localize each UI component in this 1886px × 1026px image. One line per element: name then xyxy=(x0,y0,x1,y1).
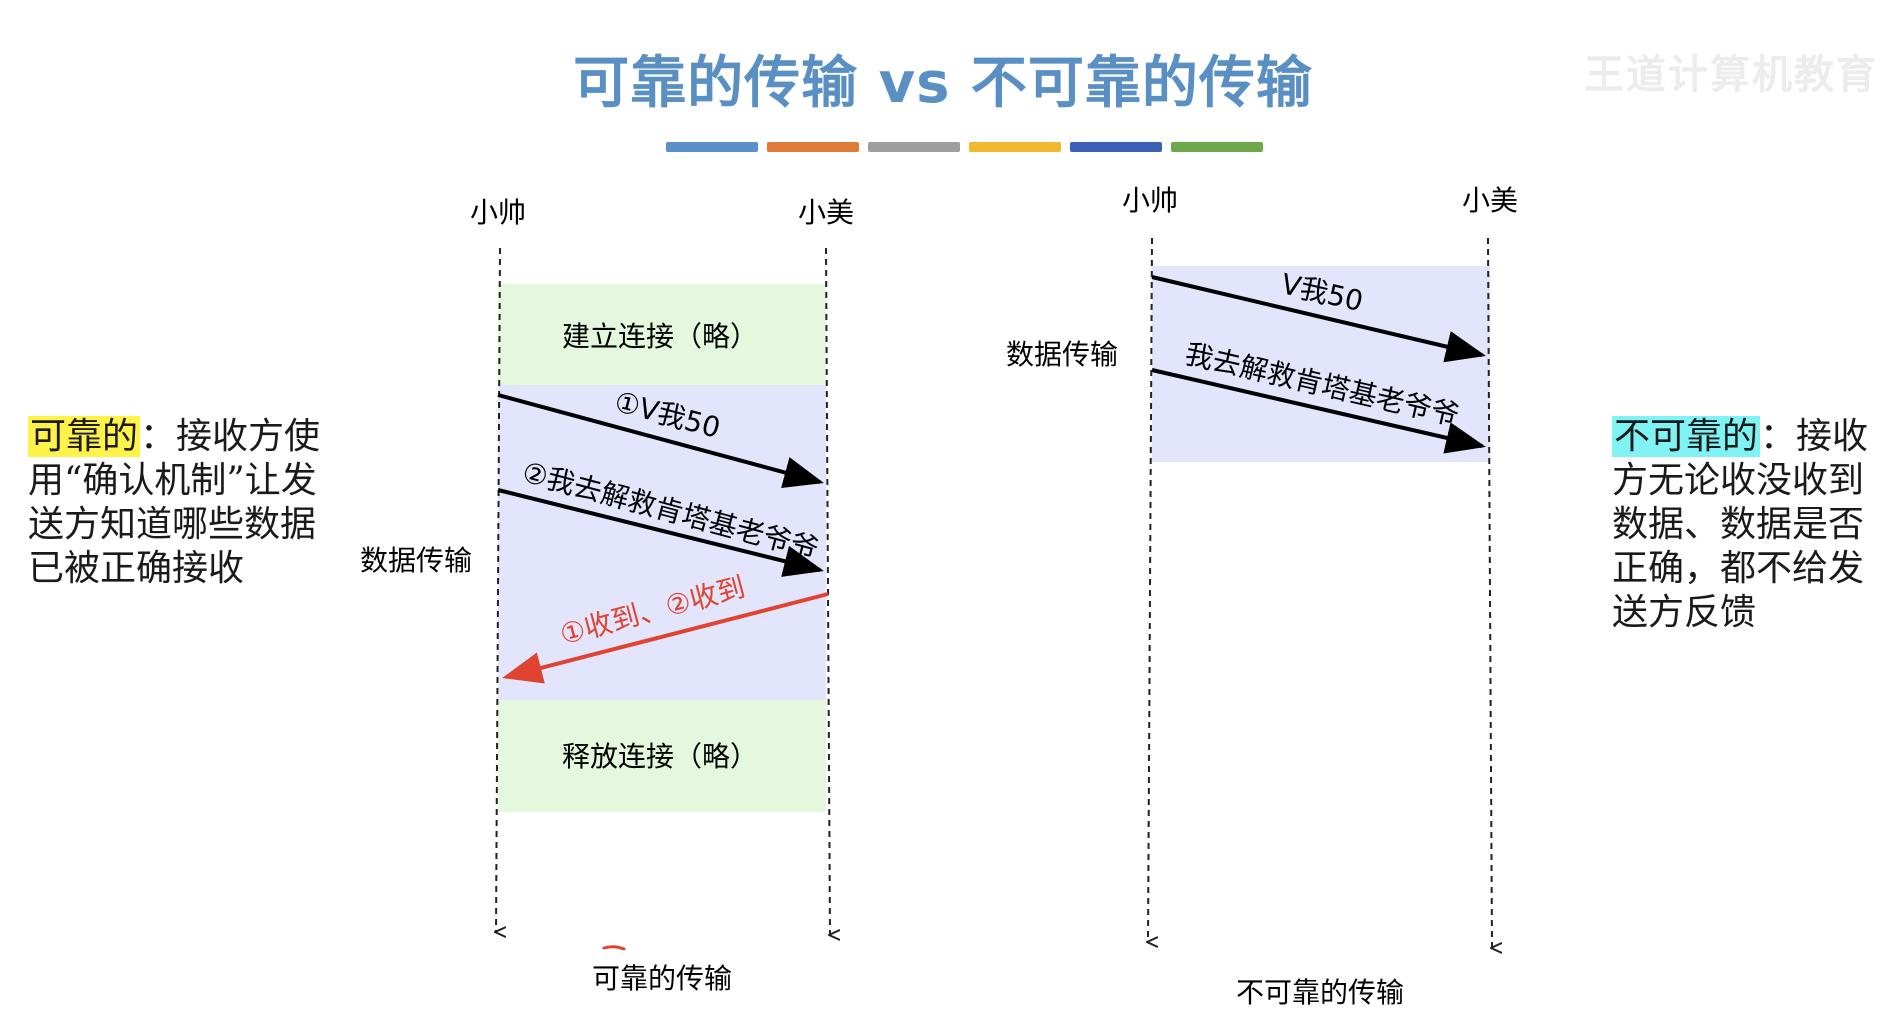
color-stripe-1 xyxy=(666,142,758,152)
color-stripe-6 xyxy=(1171,142,1263,152)
sender-lifeline xyxy=(496,247,500,932)
connect-phase-box xyxy=(498,284,826,385)
unreliable-receiver-label: 小美 xyxy=(1462,184,1518,217)
color-stripe-4 xyxy=(969,142,1061,152)
reliable-diagram: 小帅 小美 建立连接（略） 数据传输 释放连接（略） ①V我50 ②我去解救肯塔… xyxy=(360,196,854,995)
unreliable-highlight: 不可靠的 xyxy=(1612,416,1761,457)
unreliable-sender-lifeline xyxy=(1148,237,1152,942)
reliable-highlight: 可靠的 xyxy=(28,416,141,457)
unreliable-definition-text: ：接收方无论收没收到数据、数据是否正确，都不给发送方反馈 xyxy=(1612,416,1869,633)
unreliable-receiver-lifeline xyxy=(1487,237,1492,948)
pen-stroke xyxy=(602,945,626,951)
slide-title: 可靠的传输 vs 不可靠的传输 xyxy=(573,51,1313,116)
ack-arrow xyxy=(502,592,829,684)
receiver-lifeline xyxy=(825,247,830,935)
unreliable-message-2-arrow xyxy=(1151,368,1486,454)
unreliable-message-1-arrow xyxy=(1151,275,1486,363)
unreliable-transfer-label: 数据传输 xyxy=(1006,338,1118,371)
color-stripe-2 xyxy=(767,142,859,152)
unreliable-diagram: 小帅 小美 数据传输 V我50 我去解救肯塔基老爷爷 不可靠的传输 xyxy=(1006,184,1518,1009)
unreliable-definition: 不可靠的：接收方无论收没收到数据、数据是否正确，都不给发送方反馈 xyxy=(1612,415,1874,635)
message-2-arrow xyxy=(497,488,824,577)
reliable-definition: 可靠的：接收方使用“确认机制”让发送方知道哪些数据已被正确接收 xyxy=(28,415,328,591)
unreliable-transfer-box xyxy=(1152,266,1490,462)
connect-phase-label: 建立连接（略） xyxy=(562,320,758,353)
color-stripe-3 xyxy=(868,142,960,152)
reliable-caption: 可靠的传输 xyxy=(592,962,732,995)
message-1-arrow xyxy=(497,393,824,489)
sender-label: 小帅 xyxy=(470,196,526,229)
receiver-label: 小美 xyxy=(798,196,854,229)
release-phase-box xyxy=(498,700,826,812)
unreliable-sender-label: 小帅 xyxy=(1122,184,1178,217)
reliable-definition-text: ：接收方使用“确认机制”让发送方知道哪些数据已被正确接收 xyxy=(28,416,321,589)
release-phase-label: 释放连接（略） xyxy=(562,740,758,773)
color-stripe-5 xyxy=(1070,142,1162,152)
unreliable-caption: 不可靠的传输 xyxy=(1236,976,1404,1009)
transfer-phase-label: 数据传输 xyxy=(360,544,472,577)
watermark-logo: 王道计算机教育 xyxy=(1584,52,1878,98)
